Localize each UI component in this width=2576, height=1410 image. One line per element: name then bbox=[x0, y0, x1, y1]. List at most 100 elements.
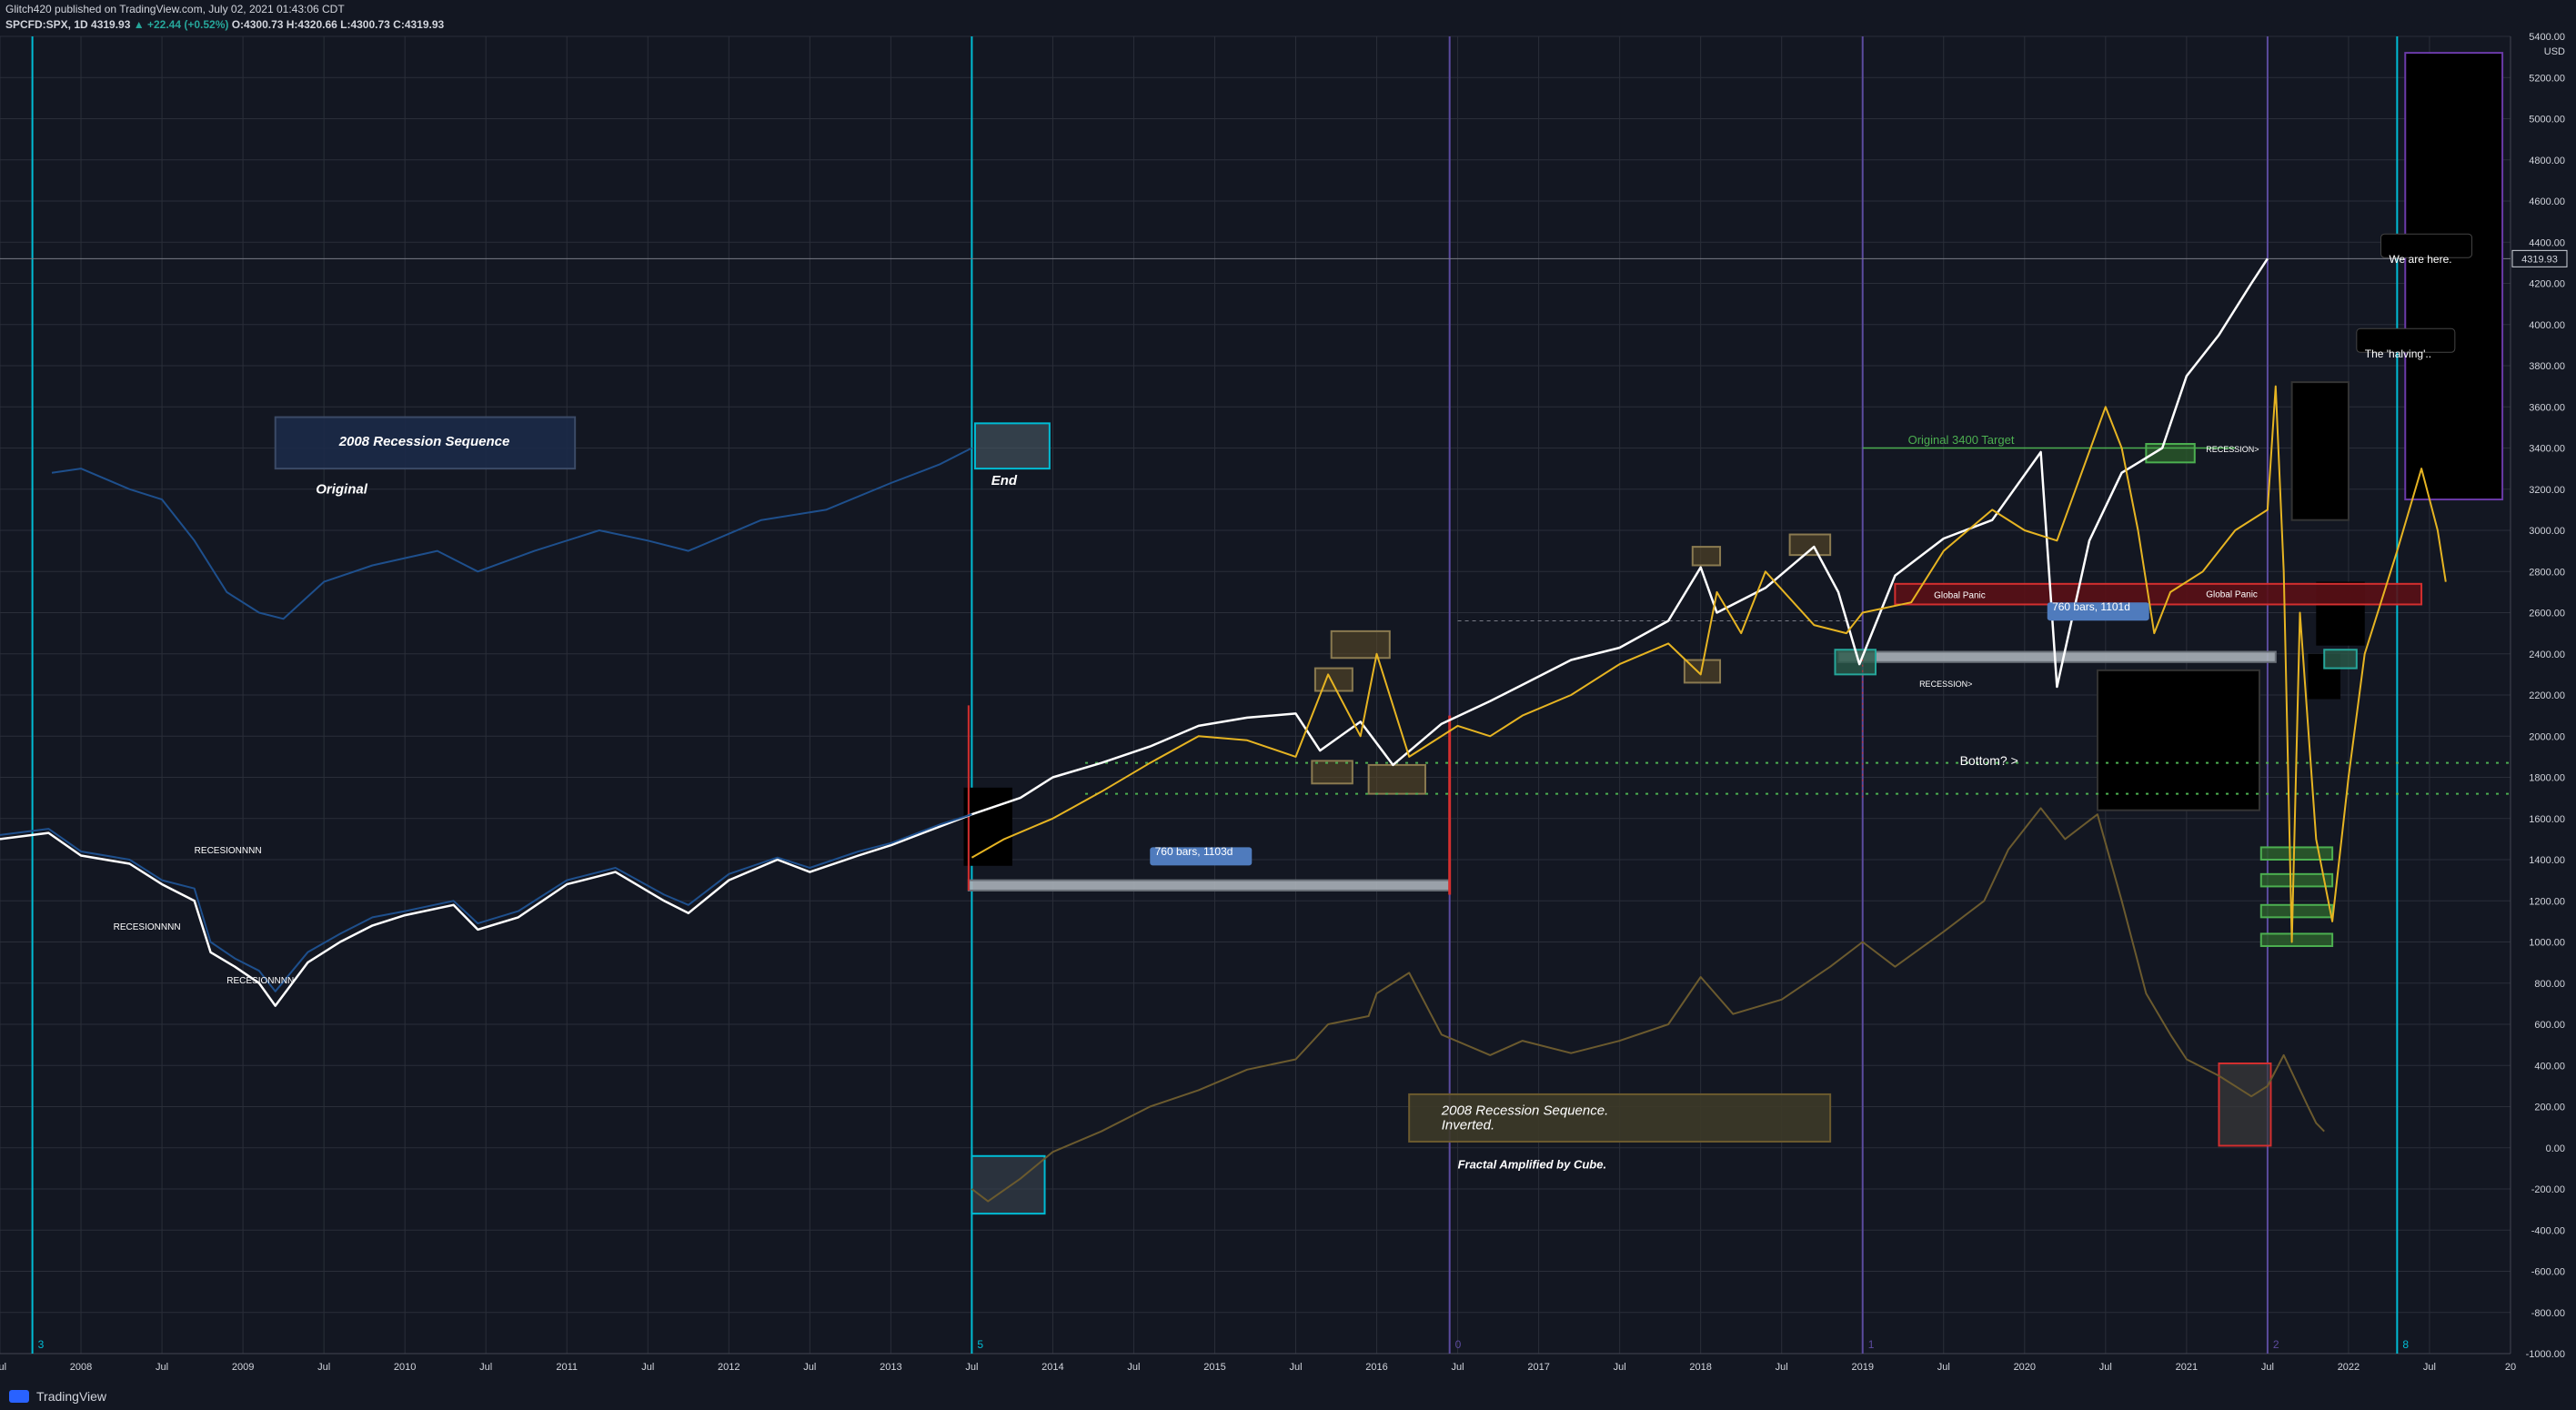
x-tick-label: Jul bbox=[1289, 1362, 1302, 1373]
inverted-fractal-line bbox=[971, 807, 2325, 1203]
y-tick-label: 5000.00 bbox=[2529, 115, 2565, 126]
bars-label: 760 bars, 1103d bbox=[1155, 845, 1233, 858]
x-tick-label: 2014 bbox=[1041, 1362, 1063, 1373]
recession-right-label: RECESSION> bbox=[1919, 680, 1972, 689]
x-tick-label: Jul bbox=[317, 1362, 330, 1373]
y-tick-label: 2400.00 bbox=[2529, 650, 2565, 660]
axes: -1000.00 -800.00 -600.00 -400.00 -200.00 0.00… bbox=[0, 32, 2565, 1373]
cycle-number: 1 bbox=[1868, 1338, 1875, 1351]
tan-box bbox=[1313, 667, 1353, 692]
x-tick-label: 2022 bbox=[2338, 1362, 2360, 1373]
halving-label: The 'halving'.. bbox=[2365, 347, 2431, 360]
global-panic-label: Global Panic bbox=[1934, 591, 1986, 601]
x-tick-label: Jul bbox=[479, 1362, 492, 1373]
tan-box bbox=[1311, 760, 1353, 785]
x-tick-label: Jul bbox=[803, 1362, 816, 1373]
fractal-label: Fractal Amplified by Cube. bbox=[1458, 1157, 1607, 1171]
x-tick-label: Jul bbox=[1452, 1362, 1464, 1373]
recession-green-box-2 bbox=[2323, 649, 2358, 670]
y-tick-label: 3200.00 bbox=[2529, 485, 2565, 496]
y-tick-label: 800.00 bbox=[2534, 979, 2565, 990]
ohlc: O:4300.73 H:4320.66 L:4300.73 C:4319.93 bbox=[231, 18, 445, 31]
y-tick-label: 600.00 bbox=[2534, 1020, 2565, 1031]
price-change: ▲ +22.44 (+0.52%) bbox=[133, 18, 229, 31]
x-tick-label: 2019 bbox=[1851, 1362, 1873, 1373]
inverted-title: 2008 Recession Sequence. bbox=[1441, 1103, 1608, 1119]
tradingview-logo-icon bbox=[9, 1390, 29, 1403]
y-tick-label: 3600.00 bbox=[2529, 402, 2565, 413]
red-box-bottom bbox=[2218, 1062, 2272, 1147]
x-tick-label: Jul bbox=[2261, 1362, 2274, 1373]
y-axis-unit: USD bbox=[2544, 46, 2565, 57]
we-are-here-label: We are here. bbox=[2389, 253, 2451, 266]
bars-badge-2 bbox=[2047, 602, 2149, 621]
x-tick-label: 2010 bbox=[394, 1362, 416, 1373]
last-price: 4319.93 bbox=[91, 18, 131, 31]
black-block-1 bbox=[963, 787, 1012, 866]
x-tick-label: 2021 bbox=[2176, 1362, 2198, 1373]
bottom-label: Bottom? > bbox=[1960, 753, 2018, 768]
y-tick-label: 1600.00 bbox=[2529, 814, 2565, 825]
y-tick-label: 2600.00 bbox=[2529, 609, 2565, 619]
x-tick-label: Jul bbox=[1776, 1362, 1788, 1373]
symbol-line: SPCFD:SPX, 1D 4319.93 ▲ +22.44 (+0.52%) … bbox=[5, 17, 444, 33]
tan-box bbox=[1367, 763, 1426, 795]
x-tick-label: Jul bbox=[1614, 1362, 1626, 1373]
y-tick-label: 5200.00 bbox=[2529, 73, 2565, 84]
footer-brand[interactable]: TradingView bbox=[36, 1389, 107, 1404]
recession-label: RECESIONNNN bbox=[195, 846, 262, 856]
footer: TradingView bbox=[0, 1383, 2520, 1410]
seq-2008-label: 2008 Recession Sequence bbox=[338, 434, 510, 449]
y-tick-label: 4200.00 bbox=[2529, 279, 2565, 290]
y-tick-label: 2200.00 bbox=[2529, 690, 2565, 701]
bars-760-bar bbox=[967, 879, 1451, 891]
green-support-box bbox=[2259, 872, 2334, 888]
y-tick-label: 1400.00 bbox=[2529, 855, 2565, 866]
x-tick-label: 2020 bbox=[2014, 1362, 2036, 1373]
spx-line bbox=[0, 257, 2269, 1007]
target-label: Original 3400 Target bbox=[1908, 433, 2015, 447]
x-tick-label: Jul bbox=[2423, 1362, 2436, 1373]
cycle-number: 3 bbox=[38, 1338, 45, 1351]
original-label: Original bbox=[316, 481, 368, 497]
y-tick-label: 3400.00 bbox=[2529, 444, 2565, 455]
x-tick-label: 2018 bbox=[1689, 1362, 1711, 1373]
cycle-number: 8 bbox=[2402, 1338, 2409, 1351]
x-tick-label: 2016 bbox=[1365, 1362, 1387, 1373]
inverted-title-box bbox=[1408, 1093, 1832, 1143]
x-tick-label: Jul bbox=[641, 1362, 654, 1373]
tan-box bbox=[1330, 629, 1391, 660]
series-group bbox=[0, 257, 2447, 1203]
publish-line: Glitch420 published on TradingView.com, … bbox=[5, 3, 345, 15]
spx-2008-overlay bbox=[0, 813, 972, 992]
y-tick-label: -600.00 bbox=[2531, 1267, 2565, 1278]
bars-label-2: 760 bars, 1101d bbox=[2052, 600, 2130, 613]
tan-box bbox=[1691, 546, 1722, 567]
x-tick-label: 2012 bbox=[718, 1362, 740, 1373]
y-tick-label: 1000.00 bbox=[2529, 938, 2565, 949]
chart-header: Glitch420 published on TradingView.com, … bbox=[5, 2, 444, 33]
bars-badge bbox=[1150, 847, 1253, 866]
green-support-box bbox=[2259, 903, 2334, 919]
y-tick-label: 400.00 bbox=[2534, 1061, 2565, 1072]
global-panic-band bbox=[1894, 582, 2423, 606]
cycle-number: 0 bbox=[1455, 1338, 1462, 1351]
y-tick-label: 1200.00 bbox=[2529, 896, 2565, 907]
spx-2008-original bbox=[51, 447, 972, 620]
inverted-start-box bbox=[971, 1154, 1046, 1215]
black-block-3 bbox=[2290, 381, 2350, 521]
tan-box bbox=[1788, 533, 1832, 557]
y-tick-label: -400.00 bbox=[2531, 1225, 2565, 1236]
bars-760b-bar bbox=[1837, 650, 2277, 663]
x-tick-label: 20 bbox=[2505, 1362, 2516, 1373]
y-tick-label: -1000.00 bbox=[2526, 1349, 2565, 1360]
cycle-number: 5 bbox=[977, 1338, 983, 1351]
x-tick-label: Jul bbox=[965, 1362, 978, 1373]
cycle-number: 2 bbox=[2273, 1338, 2279, 1351]
recession-right-label: RECESSION> bbox=[2206, 445, 2259, 454]
y-tick-label: 3000.00 bbox=[2529, 526, 2565, 537]
y-tick-label: 2800.00 bbox=[2529, 567, 2565, 578]
last-price-badge bbox=[2511, 249, 2568, 267]
halving-box bbox=[2356, 327, 2456, 353]
